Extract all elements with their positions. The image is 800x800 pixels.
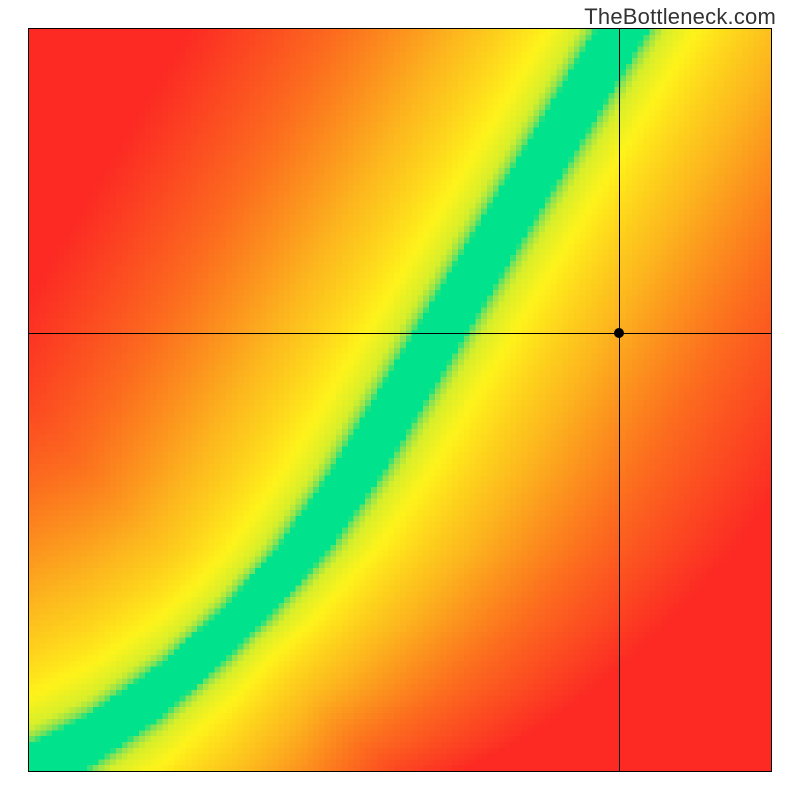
chart-container: TheBottleneck.com: [0, 0, 800, 800]
bottleneck-heatmap: [29, 29, 771, 771]
crosshair-vertical-line: [619, 29, 620, 771]
crosshair-marker-dot: [614, 328, 624, 338]
crosshair-horizontal-line: [29, 333, 771, 334]
watermark-text: TheBottleneck.com: [584, 4, 776, 30]
plot-area: [28, 28, 772, 772]
